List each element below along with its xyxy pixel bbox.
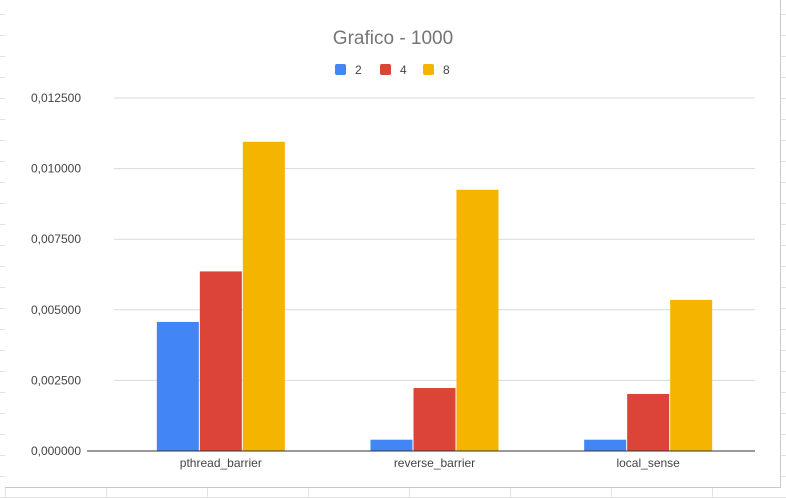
- y-tick-label: 0,005000: [31, 303, 81, 317]
- bar-local_sense-8[interactable]: [670, 299, 713, 451]
- bar-local_sense-4[interactable]: [627, 393, 670, 451]
- y-tick-label: 0,000000: [31, 444, 81, 458]
- bars: [156, 141, 713, 451]
- legend-swatch: [423, 64, 434, 75]
- bar-pthread_barrier-2[interactable]: [156, 321, 199, 451]
- y-tick-label: 0,010000: [31, 162, 81, 176]
- bar-pthread_barrier-4[interactable]: [199, 271, 242, 451]
- bar-reverse_barrier-4[interactable]: [413, 388, 456, 451]
- bar-pthread_barrier-8[interactable]: [242, 141, 285, 451]
- legend-item[interactable]: 2: [335, 63, 362, 77]
- x-axis-categories: pthread_barrier reverse_barrier local_sens…: [180, 456, 680, 470]
- chart-legend: 2 4 8: [335, 63, 450, 77]
- x-category-label: pthread_barrier: [180, 456, 262, 470]
- legend-label: 8: [443, 63, 450, 77]
- y-tick-label: 0,007500: [31, 232, 81, 246]
- y-axis-ticks: 0,000000 0,002500 0,005000 0,007500 0,010000…: [31, 91, 81, 458]
- bar-reverse_barrier-2[interactable]: [370, 439, 413, 451]
- y-tick-label: 0,012500: [31, 91, 81, 105]
- chart-card[interactable]: Grafico - 1000 2 4 8 0,000000 0,002500 0,005…: [5, 0, 781, 488]
- x-category-label: local_sense: [616, 456, 680, 470]
- bar-local_sense-2[interactable]: [584, 439, 627, 451]
- y-tick-label: 0,002500: [31, 373, 81, 387]
- bar-reverse_barrier-8[interactable]: [456, 189, 499, 451]
- x-category-label: reverse_barrier: [394, 456, 475, 470]
- legend-item[interactable]: 4: [380, 63, 407, 77]
- legend-label: 4: [400, 63, 407, 77]
- legend-swatch: [380, 64, 391, 75]
- bar-chart: Grafico - 1000 2 4 8 0,000000 0,002500 0,005…: [31, 28, 755, 470]
- legend-label: 2: [355, 63, 362, 77]
- chart-title: Grafico - 1000: [333, 28, 453, 49]
- legend-item[interactable]: 8: [423, 63, 450, 77]
- legend-swatch: [335, 64, 346, 75]
